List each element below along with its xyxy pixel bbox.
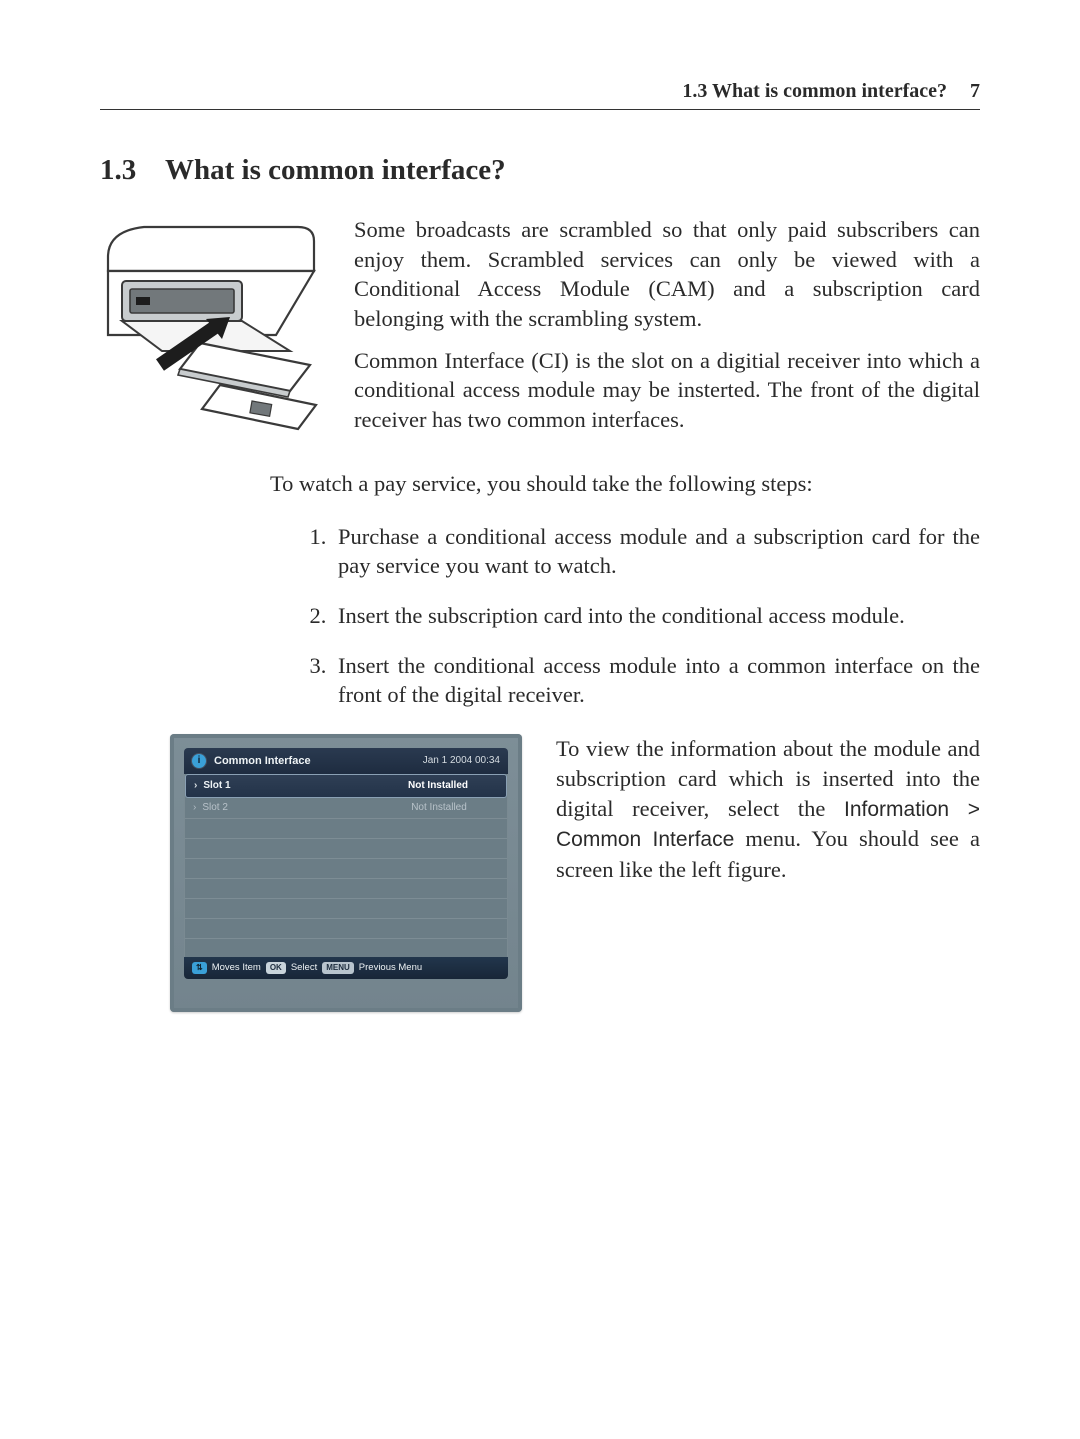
menu-gt: > xyxy=(968,798,980,821)
paragraph-2: Common Interface (CI) is the slot on a d… xyxy=(354,346,980,435)
arrows-icon: ⇅ xyxy=(192,962,207,974)
caret-icon: › xyxy=(194,780,197,791)
ok-pill: OK xyxy=(266,962,286,974)
running-head: 1.3 What is common interface? 7 xyxy=(100,80,980,110)
intro-block: Some broadcasts are scrambled so that on… xyxy=(100,215,980,447)
empty-rows xyxy=(185,819,507,957)
help-select: Select xyxy=(291,962,317,973)
slot-row[interactable]: › Slot 2 Not Installed xyxy=(185,798,507,819)
device-illustration xyxy=(100,215,330,435)
intro-text: Some broadcasts are scrambled so that on… xyxy=(354,215,980,447)
screenshot-block: i Common Interface Jan 1 2004 00:34 › Sl… xyxy=(100,734,980,1012)
info-icon: i xyxy=(192,754,206,768)
help-prev: Previous Menu xyxy=(359,962,422,973)
tv-helpbar: ⇅ Moves Item OK Select MENU Previous Men… xyxy=(184,957,508,979)
tv-title-text: Common Interface xyxy=(214,755,311,767)
section-title-text: What is common interface? xyxy=(165,154,506,186)
menu-path-b: Common Interface xyxy=(556,828,734,851)
help-moves: Moves Item xyxy=(212,962,261,973)
section-heading: 1.3 What is common interface? xyxy=(100,154,980,187)
document-page: 1.3 What is common interface? 7 1.3 What… xyxy=(0,0,1080,1439)
steps-list: Purchase a conditional access module and… xyxy=(100,522,980,710)
slot-status: Not Installed xyxy=(378,780,498,791)
tv-titlebar: i Common Interface Jan 1 2004 00:34 xyxy=(184,748,508,774)
menu-pill: MENU xyxy=(322,962,354,974)
step-item: Insert the subscription card into the co… xyxy=(332,601,980,631)
slot-label: Slot 1 xyxy=(203,780,378,791)
screenshot-column: i Common Interface Jan 1 2004 00:34 › Sl… xyxy=(170,734,522,1012)
paragraph-1: Some broadcasts are scrambled so that on… xyxy=(354,215,980,334)
tv-screenshot: i Common Interface Jan 1 2004 00:34 › Sl… xyxy=(170,734,522,1012)
step-item: Insert the conditional access module int… xyxy=(332,651,980,710)
slot-status: Not Installed xyxy=(379,802,499,813)
lead-sentence: To watch a pay service, you should take … xyxy=(270,469,980,499)
section-number: 1.3 xyxy=(100,154,136,186)
slot-label: Slot 2 xyxy=(202,802,379,813)
menu-path-a: Information xyxy=(844,798,949,821)
screenshot-caption: To view the information about the module… xyxy=(556,734,980,1012)
page-number: 7 xyxy=(970,80,980,102)
caret-icon: › xyxy=(193,802,196,813)
slot-row-selected[interactable]: › Slot 1 Not Installed xyxy=(185,774,507,798)
step-item: Purchase a conditional access module and… xyxy=(332,522,980,581)
running-title: 1.3 What is common interface? xyxy=(682,80,947,102)
tv-datetime: Jan 1 2004 00:34 xyxy=(423,755,500,766)
